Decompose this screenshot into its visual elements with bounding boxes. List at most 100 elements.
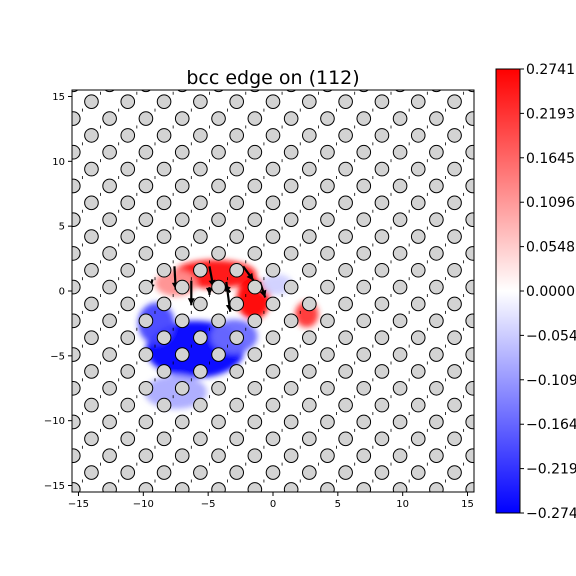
y-tick-label: −5: [50, 351, 65, 362]
atom: [72, 279, 81, 295]
atom: [302, 229, 317, 244]
atom: [374, 364, 390, 379]
atom: [84, 229, 99, 244]
atom: [374, 330, 390, 345]
atom: [429, 144, 444, 160]
atom: [338, 128, 353, 143]
colorbar-axis: 0.2741 0.2193 0.1645 0.1096 0.0548 0.0000 −0.0…: [520, 62, 576, 522]
y-tick-label: 15: [52, 92, 65, 103]
atom: [320, 144, 335, 160]
atom: [429, 212, 444, 227]
atom: [410, 161, 426, 177]
atom: [447, 229, 462, 244]
atom: [72, 111, 81, 126]
atom: [447, 161, 462, 177]
atom: [72, 178, 81, 194]
atom: [229, 195, 244, 211]
atom: [356, 347, 372, 362]
atom: [302, 296, 317, 312]
atom: [211, 178, 226, 194]
x-tick-label: 5: [335, 499, 341, 510]
y-tick-label: 0: [59, 287, 65, 298]
atom: [102, 279, 117, 295]
atom: [102, 212, 117, 227]
atom: [120, 229, 136, 244]
atom: [392, 313, 408, 329]
atom: [429, 178, 444, 194]
atom: [447, 262, 462, 278]
colorbar: [495, 68, 521, 514]
atom: [392, 380, 408, 396]
y-tick-label: −15: [44, 481, 65, 492]
atom: [229, 465, 244, 480]
x-tick-label: −15: [68, 499, 89, 510]
atom: [283, 482, 299, 492]
atom: [265, 229, 281, 244]
y-axis: −15 −10 −5 0 5 10 15: [44, 92, 72, 492]
atom: [302, 431, 317, 447]
atom: [211, 246, 226, 261]
atom: [447, 195, 462, 211]
atom: [229, 364, 244, 379]
atom: [156, 195, 172, 211]
atom: [392, 448, 408, 463]
atom: [465, 482, 474, 492]
atom: [120, 262, 136, 278]
atom: [120, 431, 136, 447]
atom: [229, 330, 244, 345]
atom: [447, 296, 462, 312]
atom: [338, 161, 353, 177]
atom: [302, 262, 317, 278]
atom: [102, 178, 117, 194]
atom: [193, 161, 208, 177]
atom: [120, 94, 136, 109]
colorbar-tick-label: −0.1645: [526, 417, 576, 433]
atom: [193, 195, 208, 211]
atom: [138, 380, 154, 396]
colorbar-tick-label: −0.1096: [526, 373, 576, 389]
atom: [72, 482, 81, 492]
arrow-head: [187, 298, 195, 306]
atom: [338, 296, 353, 312]
atom: [193, 431, 208, 447]
atom: [410, 431, 426, 447]
atom: [429, 279, 444, 295]
colorbar-tick-label: 0.1096: [526, 195, 575, 211]
atom: [247, 212, 263, 227]
atom: [247, 414, 263, 430]
atom: [211, 380, 226, 396]
atom: [392, 482, 408, 492]
atom: [465, 212, 474, 227]
atom: [429, 380, 444, 396]
atom: [211, 279, 226, 295]
colorbar-tick-label: 0.2193: [526, 106, 575, 122]
atom: [265, 161, 281, 177]
atom: [193, 397, 208, 413]
atom: [374, 262, 390, 278]
x-tick-label: 10: [396, 499, 409, 510]
atom: [374, 465, 390, 480]
atom: [356, 212, 372, 227]
atom: [302, 397, 317, 413]
atom: [229, 229, 244, 244]
atom: [84, 397, 99, 413]
atom: [374, 431, 390, 447]
atom: [283, 448, 299, 463]
atom: [193, 330, 208, 345]
atom: [356, 380, 372, 396]
atom: [338, 229, 353, 244]
atom: [138, 482, 154, 492]
atom: [211, 313, 226, 329]
atom: [211, 111, 226, 126]
atom: [138, 414, 154, 430]
atom: [211, 212, 226, 227]
atom: [374, 397, 390, 413]
atom: [84, 296, 99, 312]
atom: [320, 482, 335, 492]
atom: [447, 397, 462, 413]
atom: [356, 448, 372, 463]
x-axis: −15 −10 −5 0 5 10 15: [68, 492, 474, 510]
atom: [410, 195, 426, 211]
atom: [156, 364, 172, 379]
atom: [247, 482, 263, 492]
